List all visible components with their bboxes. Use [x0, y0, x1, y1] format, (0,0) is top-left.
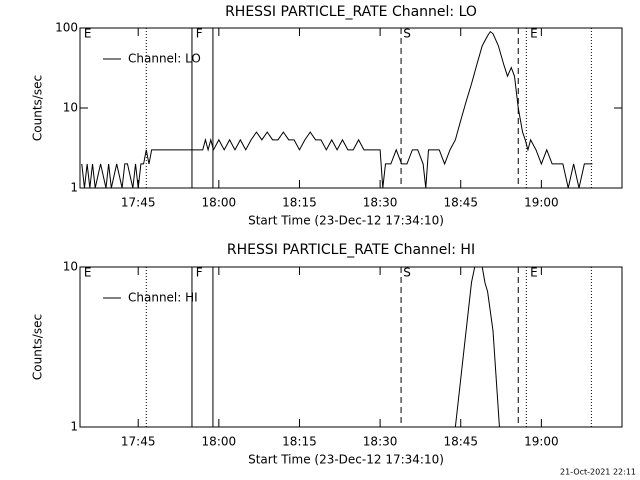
- x-axis-label: Start Time (23-Dec-12 17:34:10): [248, 214, 444, 228]
- flag-label: E: [530, 266, 538, 280]
- flag-label: E: [84, 266, 92, 280]
- flag-label: S: [403, 27, 411, 41]
- y-tick-label: 100: [55, 21, 78, 35]
- flag-label: E: [84, 27, 92, 41]
- x-axis-label: Start Time (23-Dec-12 17:34:10): [248, 453, 444, 467]
- legend-label: Channel: LO: [128, 52, 201, 66]
- x-tick-label: 18:15: [282, 435, 317, 449]
- plot-frame: [79, 266, 623, 428]
- x-tick-label: 17:45: [121, 196, 156, 210]
- x-tick-label: 18:45: [443, 196, 478, 210]
- x-tick-label: 18:00: [202, 196, 237, 210]
- x-tick-label: 18:30: [363, 196, 398, 210]
- flag-label: F: [196, 27, 203, 41]
- x-tick-label: 18:15: [282, 196, 317, 210]
- x-tick-label: 19:00: [524, 196, 559, 210]
- flag-label: S: [403, 266, 411, 280]
- chart-title: RHESSI PARTICLE_RATE Channel: HI: [227, 242, 475, 258]
- y-axis-label: Counts/sec: [31, 75, 45, 141]
- data-line: [81, 30, 593, 188]
- chart-title: RHESSI PARTICLE_RATE Channel: LO: [225, 4, 477, 20]
- flag-label: E: [530, 27, 538, 41]
- x-tick-label: 18:45: [443, 435, 478, 449]
- x-tick-label: 18:00: [202, 435, 237, 449]
- footer: 21-Oct-2021 22:11: [560, 468, 636, 477]
- y-tick-label: 10: [63, 260, 78, 274]
- y-tick-label: 10: [63, 101, 78, 115]
- y-axis-label: Counts/sec: [31, 314, 45, 380]
- legend-label: Channel: HI: [128, 291, 198, 305]
- data-line: [454, 267, 500, 427]
- x-tick-label: 18:30: [363, 435, 398, 449]
- y-tick-label: 1: [70, 420, 78, 434]
- x-tick-label: 17:45: [121, 435, 156, 449]
- flag-label: F: [196, 266, 203, 280]
- y-tick-label: 1: [70, 181, 78, 195]
- x-tick-label: 19:00: [524, 435, 559, 449]
